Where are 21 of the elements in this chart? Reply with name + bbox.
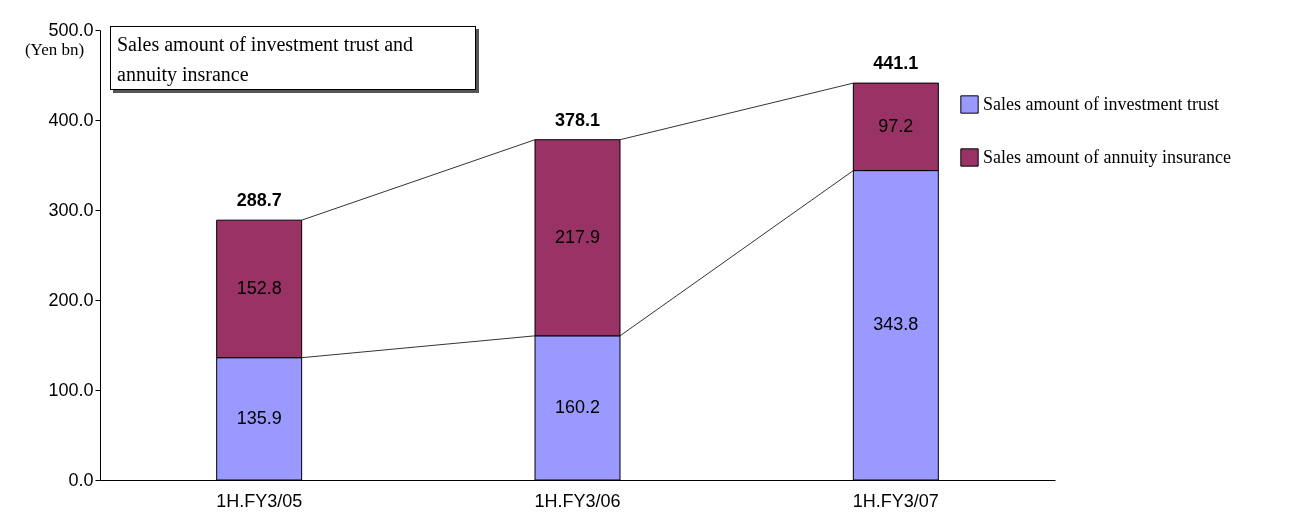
legend-label: Sales amount of annuity insurance (983, 146, 1231, 167)
y-tick-label: 500.0 (48, 19, 94, 40)
data-label: 152.8 (236, 277, 282, 298)
y-tick-label: 100.0 (48, 379, 94, 400)
total-label: 441.1 (873, 53, 919, 74)
total-label: 288.7 (236, 190, 282, 211)
x-tick-label: 1H.FY3/05 (216, 490, 303, 511)
legend-label: Sales amount of investment trust (983, 93, 1219, 114)
total-label: 378.1 (554, 109, 601, 130)
data-label: 135.9 (236, 407, 282, 428)
y-tick-label: 400.0 (48, 109, 94, 130)
x-tick-label: 1H.FY3/06 (534, 490, 621, 511)
y-tick-label: 0.0 (68, 469, 94, 490)
y-tick-label: 300.0 (48, 199, 94, 220)
y-axis-title: (Yen bn) (24, 39, 85, 59)
data-label: 160.2 (554, 396, 601, 417)
y-tick-label: 200.0 (48, 289, 94, 310)
data-label: 97.2 (878, 115, 914, 136)
data-label: 343.8 (873, 314, 919, 335)
x-tick-label: 1H.FY3/07 (852, 490, 939, 511)
data-label: 217.9 (554, 226, 601, 247)
